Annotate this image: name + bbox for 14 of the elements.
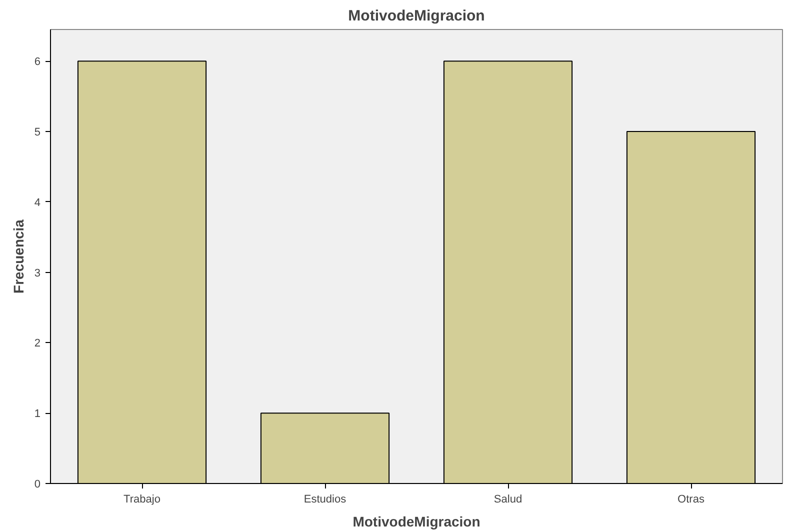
chart-title: MotivodeMigracion [348, 8, 485, 24]
x-tick-label: Otras [678, 494, 705, 506]
y-tick-label: 3 [34, 267, 41, 280]
y-tick-label: 6 [34, 56, 41, 68]
y-tick-label: 5 [34, 126, 41, 139]
x-tick-label: Trabajo [124, 494, 160, 506]
y-tick-label: 1 [34, 408, 41, 420]
y-tick-label: 4 [34, 196, 41, 209]
x-axis-title: MotivodeMigracion [352, 514, 480, 530]
y-tick-label: 0 [34, 478, 41, 490]
y-axis-title: Frecuencia [10, 219, 26, 294]
x-tick-label: Estudios [304, 494, 347, 506]
y-tick-label: 2 [34, 338, 41, 350]
x-tick-label: Salud [494, 494, 522, 506]
